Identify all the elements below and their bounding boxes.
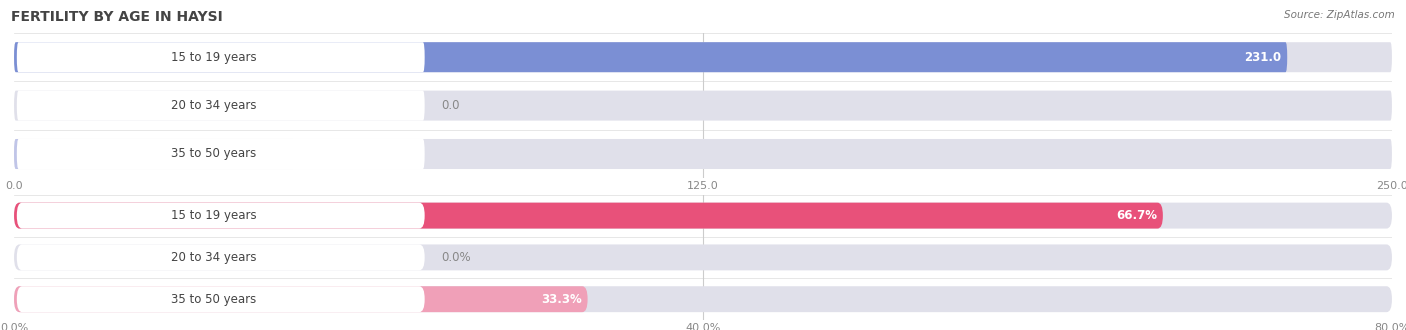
Text: 20 to 34 years: 20 to 34 years [172,99,257,112]
FancyBboxPatch shape [14,91,1392,120]
FancyBboxPatch shape [14,139,295,169]
FancyBboxPatch shape [14,42,1288,72]
Text: 66.7%: 66.7% [1116,209,1157,222]
Text: Source: ZipAtlas.com: Source: ZipAtlas.com [1284,10,1395,20]
Text: FERTILITY BY AGE IN HAYSI: FERTILITY BY AGE IN HAYSI [11,10,224,24]
Text: 51.0: 51.0 [260,148,290,160]
Text: 0.0: 0.0 [441,99,460,112]
Text: 0.0%: 0.0% [441,251,471,264]
Text: 20 to 34 years: 20 to 34 years [172,251,257,264]
FancyBboxPatch shape [14,286,588,312]
Text: 35 to 50 years: 35 to 50 years [172,293,256,306]
FancyBboxPatch shape [17,42,425,72]
Text: 35 to 50 years: 35 to 50 years [172,148,256,160]
FancyBboxPatch shape [17,286,425,312]
Text: 231.0: 231.0 [1244,51,1282,64]
Text: 15 to 19 years: 15 to 19 years [172,209,257,222]
FancyBboxPatch shape [17,203,425,229]
Text: 33.3%: 33.3% [541,293,582,306]
FancyBboxPatch shape [17,245,425,270]
FancyBboxPatch shape [14,203,1392,229]
FancyBboxPatch shape [14,42,1392,72]
FancyBboxPatch shape [14,245,1392,270]
FancyBboxPatch shape [14,203,1163,229]
Text: 15 to 19 years: 15 to 19 years [172,51,257,64]
FancyBboxPatch shape [17,91,425,120]
FancyBboxPatch shape [14,286,1392,312]
FancyBboxPatch shape [17,139,425,169]
FancyBboxPatch shape [14,139,1392,169]
